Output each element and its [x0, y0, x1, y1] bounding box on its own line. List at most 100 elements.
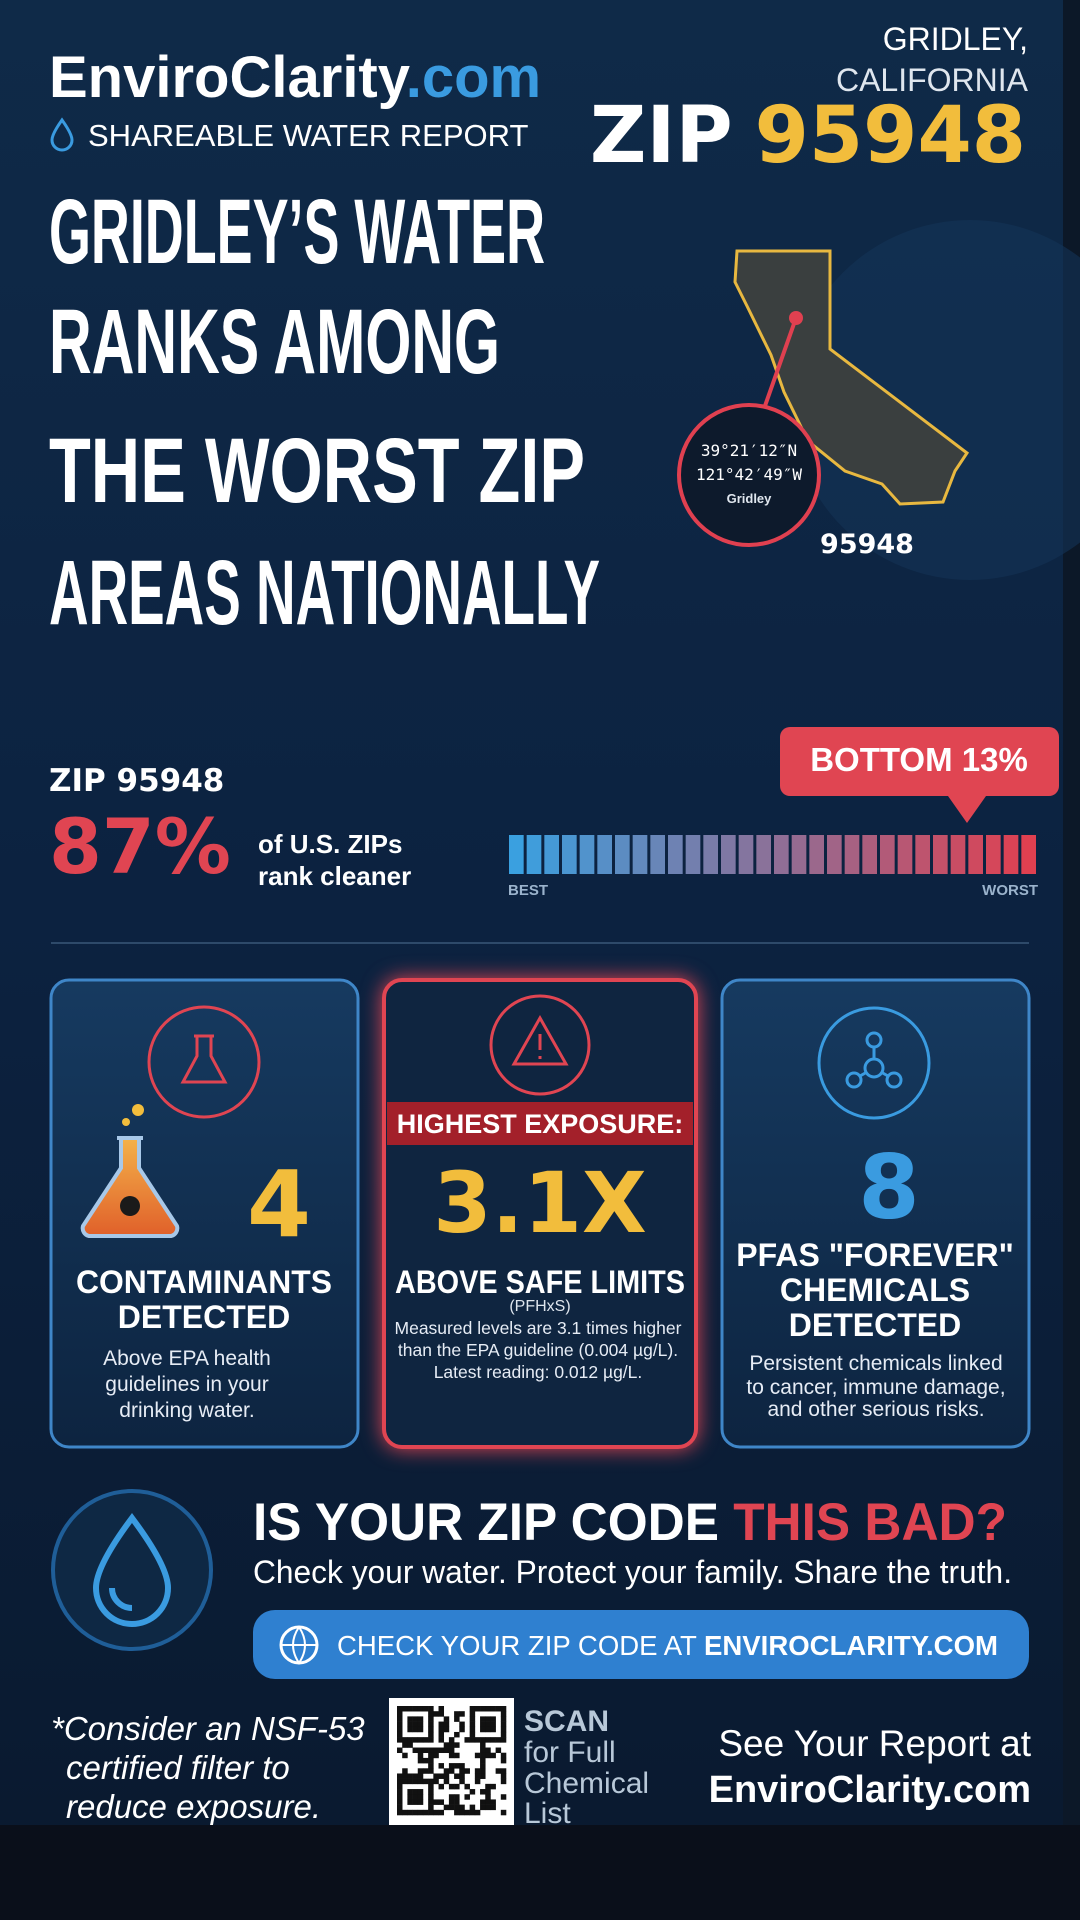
card-title: PFAS "FOREVER" — [736, 1237, 1014, 1273]
pin — [789, 311, 803, 325]
brand-domain: .com — [406, 45, 541, 110]
qr-cell — [428, 1752, 434, 1759]
qr-cell — [500, 1737, 507, 1743]
button-domain[interactable]: ENVIROCLARITY.COM — [704, 1630, 998, 1661]
state: CALIFORNIA — [836, 62, 1029, 98]
qr-cell — [495, 1706, 502, 1712]
qr-cell — [454, 1794, 460, 1800]
qr-cell — [469, 1716, 476, 1722]
cta-button[interactable]: CHECK YOUR ZIP CODE AT ENVIROCLARITY.COM — [253, 1610, 1029, 1679]
scale-segment — [685, 835, 701, 874]
card — [720, 978, 1031, 1449]
qr-cell — [412, 1799, 419, 1805]
drop-icon — [50, 117, 74, 152]
qr-cell — [485, 1799, 491, 1805]
qr-cell — [469, 1721, 476, 1728]
qr-cell — [495, 1737, 502, 1743]
qr-cell — [480, 1737, 486, 1743]
qr-cell — [485, 1747, 491, 1754]
qr-cell — [412, 1794, 419, 1800]
qr-cell — [417, 1747, 424, 1754]
qr-cell — [469, 1804, 476, 1811]
button-bg[interactable] — [253, 1610, 1029, 1679]
qr-cell — [474, 1778, 481, 1785]
qr-cell — [402, 1768, 408, 1774]
qr-cell — [438, 1747, 445, 1754]
qr-cell — [412, 1721, 419, 1728]
qr-cell — [490, 1721, 496, 1728]
qr-cell — [397, 1731, 403, 1738]
scan-text: List — [524, 1797, 571, 1830]
globe-lines — [281, 1626, 317, 1665]
qr-cell — [422, 1768, 429, 1774]
drop-circle — [51, 1489, 213, 1651]
qr-cell — [464, 1783, 470, 1790]
qr-cell — [433, 1809, 439, 1816]
qr-cell — [412, 1809, 419, 1816]
longitude: 121°42′49″W — [696, 465, 802, 484]
scale-segment — [721, 835, 736, 874]
ranking-caption: rank cleaner — [258, 861, 411, 891]
qr-cell — [480, 1716, 486, 1722]
qr-cell — [402, 1773, 408, 1779]
card — [49, 978, 360, 1449]
qr-cell — [443, 1726, 450, 1733]
qr-cell — [397, 1747, 403, 1754]
banner-text: HIGHEST EXPOSURE: — [397, 1109, 684, 1139]
button-text[interactable]: CHECK YOUR ZIP CODE AT ENVIROCLARITY.COM — [337, 1630, 998, 1661]
qr-cell — [397, 1778, 403, 1785]
scale-segment — [880, 835, 895, 874]
qr-cell — [480, 1804, 486, 1811]
scan-text: Chemical — [524, 1767, 649, 1800]
qr-cell — [474, 1752, 481, 1759]
qr-cell — [443, 1768, 450, 1774]
qr-cell — [433, 1711, 439, 1717]
qr-cell — [417, 1737, 424, 1743]
qr-cell — [438, 1726, 445, 1733]
qr-cell — [422, 1737, 429, 1743]
qr-cell — [454, 1804, 460, 1811]
molecule-glyph — [845, 1031, 903, 1089]
qr-cell — [469, 1726, 476, 1733]
qr-cell — [428, 1731, 434, 1738]
footer-note: *Consider an NSF-53 — [51, 1710, 365, 1747]
qr-cell — [407, 1742, 413, 1748]
qr-cell — [469, 1711, 476, 1717]
qr-cell — [490, 1804, 496, 1811]
qr-cell — [433, 1778, 439, 1785]
qr-cell — [433, 1747, 439, 1754]
qr-cell — [500, 1721, 507, 1728]
qr-cell — [428, 1794, 434, 1800]
qr-cell — [459, 1773, 465, 1779]
qr-cell — [397, 1737, 403, 1743]
scale-segment — [791, 835, 807, 874]
scale-best: BEST — [508, 882, 548, 899]
button-prefix[interactable]: CHECK YOUR ZIP CODE AT — [337, 1630, 704, 1661]
scale-segment — [986, 835, 1001, 874]
qr-cell — [485, 1726, 491, 1733]
qr-cell — [417, 1752, 424, 1759]
qr-cell — [428, 1721, 434, 1728]
qr-cell — [433, 1752, 439, 1759]
scale-segment — [897, 835, 913, 874]
qr-cell — [500, 1773, 507, 1779]
scale-segment — [544, 835, 559, 874]
qr-cell — [454, 1752, 460, 1759]
qr-cell — [443, 1747, 450, 1754]
card-description: drinking water. — [119, 1399, 254, 1422]
qr-cell — [402, 1737, 408, 1743]
qr-cell — [428, 1763, 434, 1769]
qr-cell — [417, 1794, 424, 1800]
qr-cell — [454, 1742, 460, 1748]
qr-cell — [407, 1799, 413, 1805]
qr-cell — [417, 1773, 424, 1779]
qr-cell — [428, 1737, 434, 1743]
scale-segment — [809, 835, 824, 874]
scale-segment — [968, 835, 983, 874]
qr-cell — [417, 1809, 424, 1816]
headline-line: RANKS AMONG — [49, 291, 500, 393]
qr-cell — [495, 1768, 502, 1774]
qr-cell — [407, 1789, 413, 1795]
scale-segment — [632, 835, 648, 874]
qr-cell — [417, 1799, 424, 1805]
